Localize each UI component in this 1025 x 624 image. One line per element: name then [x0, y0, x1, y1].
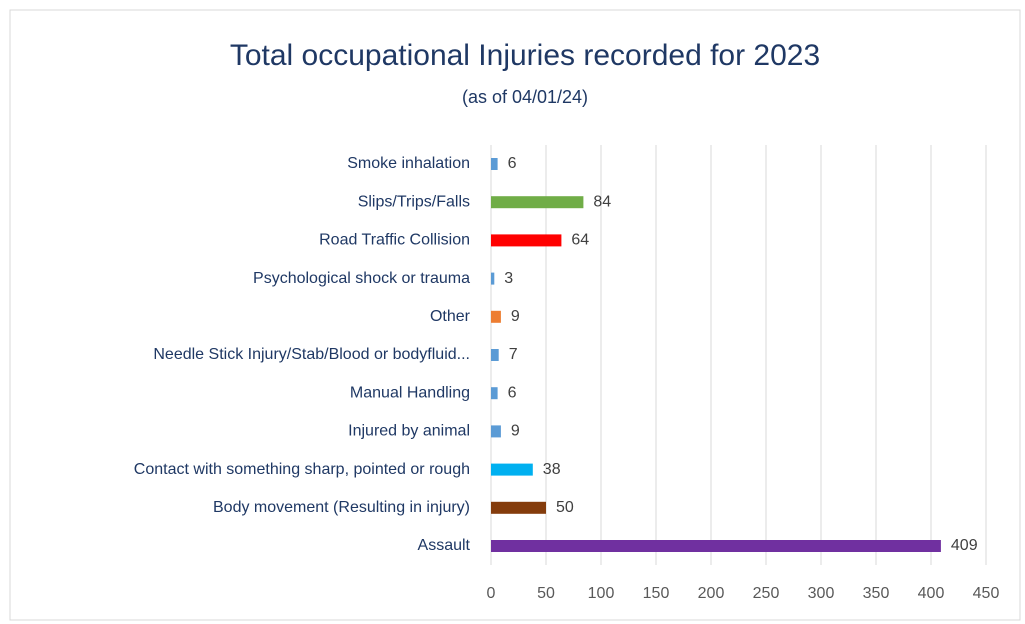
value-label: 9: [511, 423, 520, 440]
bar: [491, 463, 533, 476]
y-tick-label: Slips/Trips/Falls: [358, 193, 470, 210]
y-tick-label: Road Traffic Collision: [319, 232, 470, 249]
value-label: 64: [571, 232, 589, 249]
value-label: 9: [511, 308, 520, 325]
y-tick-label: Smoke inhalation: [347, 155, 470, 172]
x-tick-label: 350: [863, 585, 890, 602]
x-tick-label: 200: [698, 585, 725, 602]
bar: [491, 234, 562, 247]
bar: [491, 540, 941, 552]
bar: [491, 310, 501, 323]
y-tick-label: Needle Stick Injury/Stab/Blood or bodyfl…: [153, 346, 470, 363]
chart-border: [9, 9, 1021, 621]
x-tick-label: 0: [487, 585, 496, 602]
x-tick-label: 400: [918, 585, 945, 602]
value-label: 6: [508, 384, 517, 401]
x-tick-label: 50: [537, 585, 555, 602]
y-tick-label: Other: [430, 308, 471, 325]
bar: [491, 196, 584, 209]
x-tick-label: 150: [643, 585, 670, 602]
bar: [491, 158, 498, 170]
x-tick-label: 250: [753, 585, 780, 602]
y-tick-label: Manual Handling: [350, 384, 470, 401]
value-label: 409: [951, 537, 978, 554]
y-tick-label: Body movement (Resulting in injury): [213, 499, 470, 516]
value-label: 3: [504, 270, 513, 287]
value-label: 6: [508, 155, 517, 172]
value-label: 38: [543, 461, 561, 478]
y-tick-label: Injured by animal: [348, 423, 470, 440]
bar: [491, 272, 495, 285]
value-label: 7: [509, 346, 518, 363]
chart-subtitle: (as of 04/01/24): [462, 87, 588, 107]
x-tick-label: 450: [973, 585, 1000, 602]
value-label: 84: [593, 193, 611, 210]
value-label: 50: [556, 499, 574, 516]
y-tick-label: Assault: [418, 537, 471, 554]
x-tick-label: 300: [808, 585, 835, 602]
bar: [491, 425, 501, 438]
bar: [491, 387, 498, 400]
chart-title: Total occupational Injuries recorded for…: [230, 39, 820, 72]
y-tick-label: Contact with something sharp, pointed or…: [134, 461, 470, 478]
bar: [491, 501, 546, 514]
bar: [491, 349, 499, 361]
x-tick-label: 100: [588, 585, 615, 602]
y-tick-label: Psychological shock or trauma: [253, 270, 470, 287]
